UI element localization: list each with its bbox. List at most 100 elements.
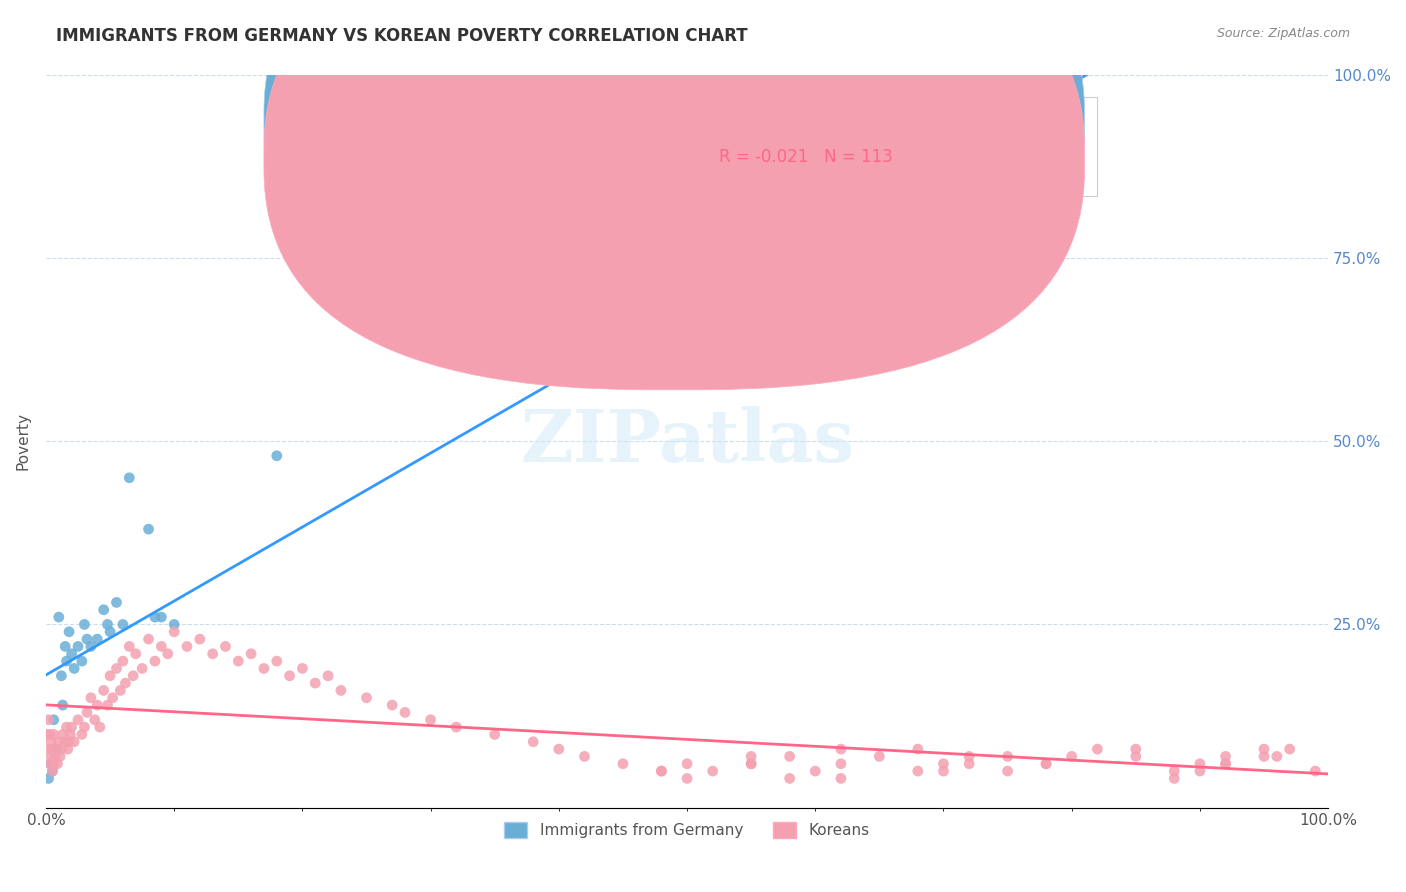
Point <box>105 661 128 675</box>
Point <box>676 772 699 786</box>
Point <box>80 640 103 654</box>
Point <box>804 764 827 778</box>
Legend: Immigrants from Germany, Koreans: Immigrants from Germany, Koreans <box>498 816 876 844</box>
Point <box>522 735 544 749</box>
Point <box>830 742 852 756</box>
Point <box>52 698 75 712</box>
Point <box>226 654 249 668</box>
Point <box>316 669 339 683</box>
Point <box>63 735 86 749</box>
Point <box>37 727 59 741</box>
Point <box>381 698 404 712</box>
Point <box>266 654 288 668</box>
Point <box>111 654 134 668</box>
Point <box>266 449 288 463</box>
Point <box>51 742 73 756</box>
Point <box>49 749 72 764</box>
Point <box>1215 756 1237 771</box>
Point <box>150 610 173 624</box>
Point <box>143 610 166 624</box>
Point <box>740 756 762 771</box>
Point <box>41 764 63 778</box>
FancyBboxPatch shape <box>264 0 1084 353</box>
Point <box>907 742 929 756</box>
Point <box>56 742 79 756</box>
Point <box>58 735 80 749</box>
Point <box>957 749 980 764</box>
Point <box>96 617 118 632</box>
Point <box>41 742 63 756</box>
Point <box>740 756 762 771</box>
Point <box>86 698 108 712</box>
Point <box>484 727 506 741</box>
Point <box>1163 764 1185 778</box>
Point <box>131 661 153 675</box>
Point <box>214 640 236 654</box>
Point <box>1305 764 1327 778</box>
Point <box>125 647 148 661</box>
Point <box>304 676 326 690</box>
Point <box>650 764 672 778</box>
Point <box>38 742 60 756</box>
Point <box>1278 742 1301 756</box>
Point <box>1253 742 1275 756</box>
Point <box>60 647 83 661</box>
Point <box>58 624 80 639</box>
Text: ZIPatlas: ZIPatlas <box>520 406 853 476</box>
Point <box>111 617 134 632</box>
Point <box>98 624 121 639</box>
Point <box>1035 756 1057 771</box>
Point <box>118 471 141 485</box>
Point <box>997 749 1019 764</box>
Point <box>868 749 890 764</box>
Point <box>55 654 77 668</box>
Point <box>66 713 89 727</box>
Text: R =  0.827   N =  31: R = 0.827 N = 31 <box>718 111 887 129</box>
Point <box>740 749 762 764</box>
Point <box>114 676 136 690</box>
Point <box>176 640 198 654</box>
FancyBboxPatch shape <box>610 96 1097 195</box>
Point <box>55 720 77 734</box>
Point <box>41 764 63 778</box>
Point <box>1265 749 1288 764</box>
Point <box>46 756 69 771</box>
Text: IMMIGRANTS FROM GERMANY VS KOREAN POVERTY CORRELATION CHART: IMMIGRANTS FROM GERMANY VS KOREAN POVERT… <box>56 27 748 45</box>
Point <box>45 742 67 756</box>
Point <box>42 713 65 727</box>
Point <box>48 610 70 624</box>
Point <box>143 654 166 668</box>
Point <box>118 640 141 654</box>
Point <box>51 669 73 683</box>
Point <box>76 632 98 646</box>
Point <box>957 756 980 771</box>
Point <box>612 756 634 771</box>
FancyBboxPatch shape <box>264 0 1084 390</box>
Point <box>52 727 75 741</box>
Point <box>419 713 441 727</box>
Point <box>38 756 60 771</box>
Point <box>702 764 724 778</box>
Point <box>70 654 93 668</box>
Point <box>45 742 67 756</box>
Point <box>446 720 468 734</box>
Point <box>932 764 955 778</box>
Point <box>201 647 224 661</box>
Point <box>150 640 173 654</box>
Point <box>53 735 76 749</box>
Point <box>1125 742 1147 756</box>
Point <box>122 669 145 683</box>
Point <box>66 640 89 654</box>
Point <box>39 735 62 749</box>
Point <box>278 669 301 683</box>
Point <box>89 720 111 734</box>
Point <box>1085 742 1108 756</box>
Point <box>253 661 276 675</box>
Point <box>1253 749 1275 764</box>
Point <box>574 749 596 764</box>
Point <box>907 214 929 228</box>
Point <box>53 640 76 654</box>
Point <box>44 749 66 764</box>
Point <box>105 595 128 609</box>
Point <box>60 720 83 734</box>
